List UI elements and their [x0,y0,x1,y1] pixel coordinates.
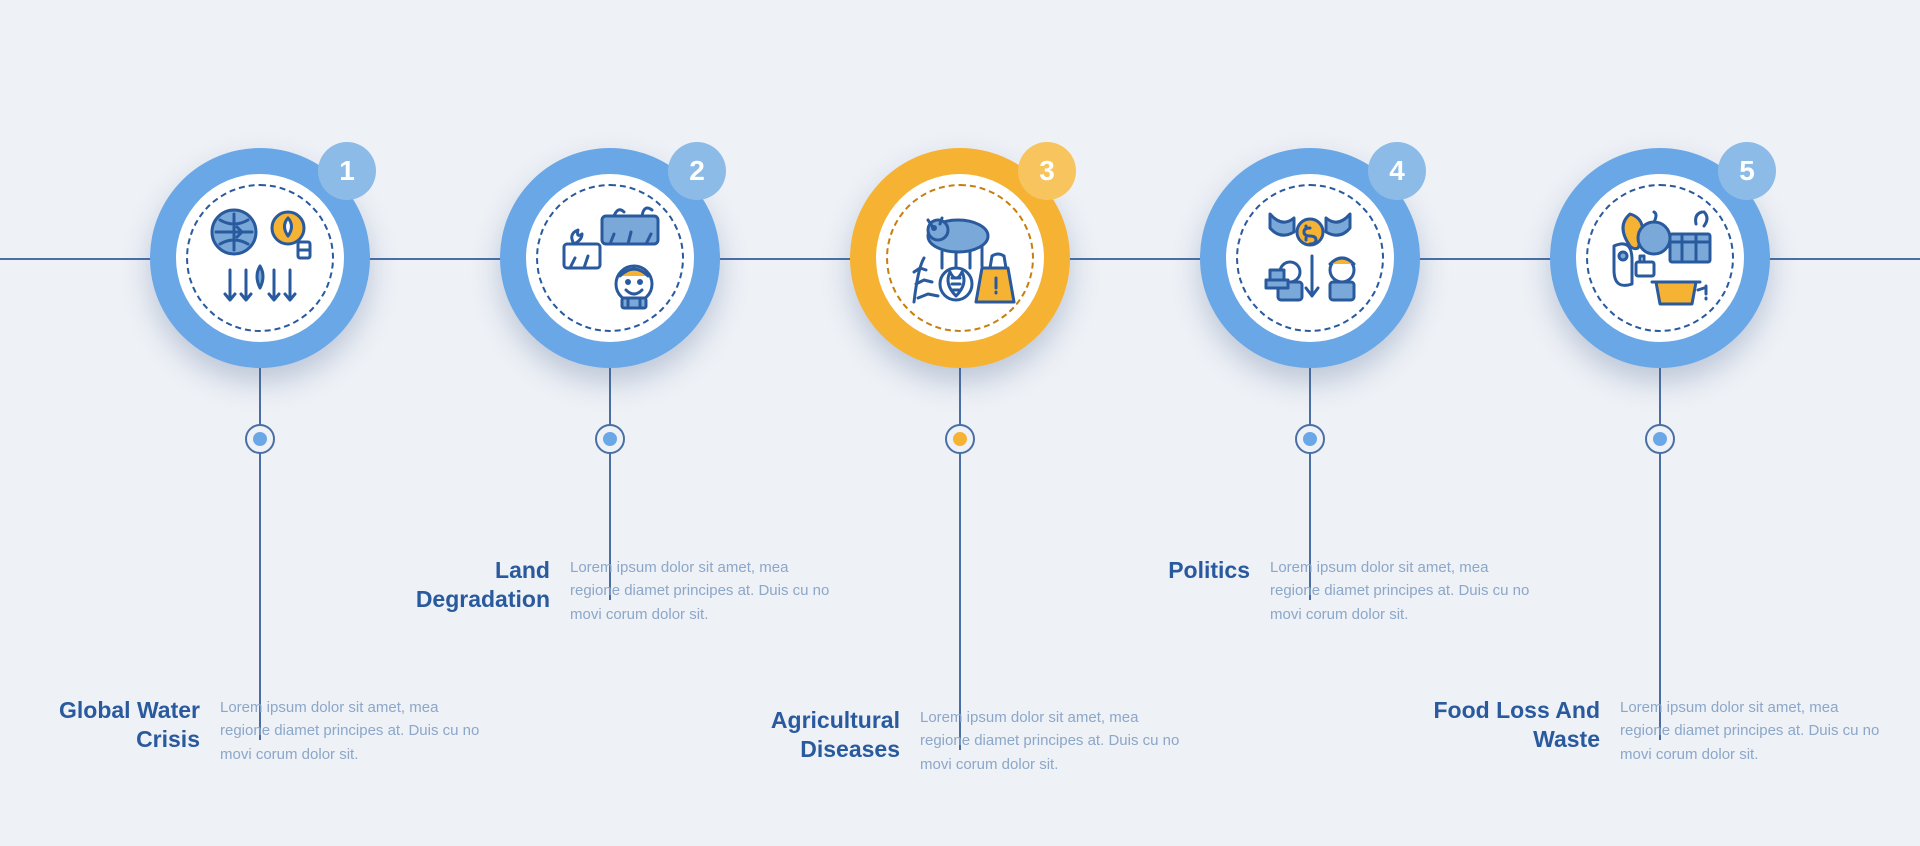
connector-dot [245,424,275,454]
step-title: Politics [1080,556,1250,585]
step-number: 3 [1039,155,1055,187]
step-ring-inner [176,174,344,342]
step-ring-inner [876,174,1044,342]
step-text: Land Degradation Lorem ipsum dolor sit a… [380,556,840,626]
step-number-badge: 3 [1018,142,1076,200]
step-number-badge: 2 [668,142,726,200]
stem-upper [1659,368,1661,426]
stem-upper [609,368,611,426]
step-title: Land Degradation [380,556,550,614]
step-ring: 4 [1200,148,1420,368]
connector-dot-core [603,432,617,446]
step-3: 3 Agricultural Diseases Lorem ipsum dolo… [850,148,1070,750]
step-ring-inner [1576,174,1744,342]
step-ring: 1 [150,148,370,368]
step-text: Food Loss And Waste Lorem ipsum dolor si… [1430,696,1890,766]
step-number-badge: 1 [318,142,376,200]
connector-dot [1645,424,1675,454]
step-text: Politics Lorem ipsum dolor sit amet, mea… [1080,556,1540,626]
connector-dot-core [253,432,267,446]
step-title: Agricultural Diseases [730,706,900,764]
connector-dot-core [1303,432,1317,446]
step-number: 4 [1389,155,1405,187]
step-ring: 3 [850,148,1070,368]
dashed-ring [1236,184,1384,332]
connector-dot [945,424,975,454]
connector-dot-core [1653,432,1667,446]
step-4: 4 Politics Lorem ipsum dolor sit amet, m… [1200,148,1420,750]
step-5: 5 Food Loss And Waste Lorem ipsum dolor … [1550,148,1770,750]
step-ring: 2 [500,148,720,368]
step-description: Lorem ipsum dolor sit amet, mea regione … [1270,556,1530,626]
step-text: Agricultural Diseases Lorem ipsum dolor … [730,706,1190,776]
stem-upper [1309,368,1311,426]
connector-dot [1295,424,1325,454]
step-ring-inner [1226,174,1394,342]
step-description: Lorem ipsum dolor sit amet, mea regione … [570,556,830,626]
step-number: 2 [689,155,705,187]
step-number: 5 [1739,155,1755,187]
step-title: Food Loss And Waste [1430,696,1600,754]
step-text: Global Water Crisis Lorem ipsum dolor si… [30,696,490,766]
step-description: Lorem ipsum dolor sit amet, mea regione … [1620,696,1880,766]
connector-dot-core [953,432,967,446]
step-2: 2 Land Degradation Lorem ipsum dolor sit… [500,148,720,750]
step-number-badge: 5 [1718,142,1776,200]
steps-row: 1 Global Water Crisis Lorem ipsum dolor … [0,0,1920,750]
step-title: Global Water Crisis [30,696,200,754]
step-description: Lorem ipsum dolor sit amet, mea regione … [220,696,480,766]
connector-dot [595,424,625,454]
step-number: 1 [339,155,355,187]
stem-upper [959,368,961,426]
step-description: Lorem ipsum dolor sit amet, mea regione … [920,706,1180,776]
dashed-ring [1586,184,1734,332]
step-number-badge: 4 [1368,142,1426,200]
step-1: 1 Global Water Crisis Lorem ipsum dolor … [150,148,370,750]
step-ring-inner [526,174,694,342]
step-ring: 5 [1550,148,1770,368]
stem-upper [259,368,261,426]
dashed-ring [886,184,1034,332]
dashed-ring [536,184,684,332]
dashed-ring [186,184,334,332]
